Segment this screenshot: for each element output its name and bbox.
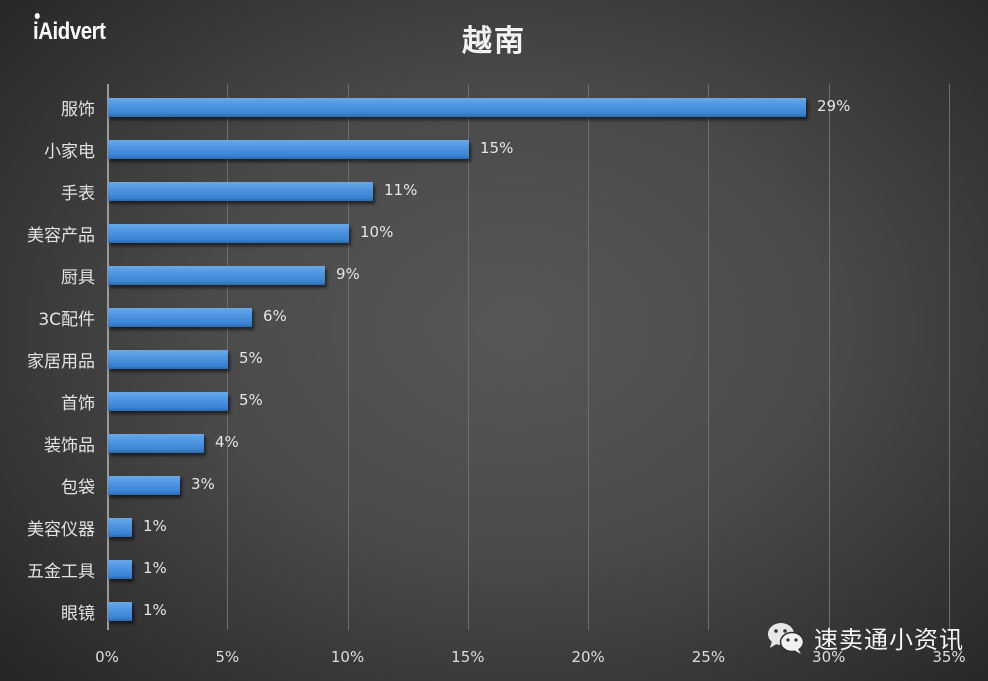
- wechat-icon: [768, 622, 805, 654]
- bar-row: 首饰 5%: [61, 378, 949, 420]
- category-label: 包袋: [61, 478, 95, 498]
- value-label: 9%: [336, 265, 360, 283]
- logo-text: Aidvert: [38, 18, 106, 45]
- bar-row: 美容产品 10%: [27, 210, 949, 252]
- category-label: 美容仪器: [27, 520, 95, 540]
- category-label: 手表: [61, 184, 95, 204]
- x-tick-label: 20%: [571, 648, 605, 666]
- plot-area: 服饰 29% 小家电 15% 手表 11% 美容产品 10% 厨具 9% 3C配件 6% 家居用品 5% 首…: [27, 84, 950, 630]
- value-label: 1%: [143, 601, 167, 619]
- bar: [108, 392, 228, 411]
- gridline: [588, 84, 589, 630]
- logo-prefix: i: [33, 13, 40, 45]
- x-tick-label: 5%: [215, 648, 240, 666]
- bar-row: 服饰 29%: [61, 84, 949, 126]
- bar: [108, 350, 228, 369]
- gridline: [949, 84, 950, 630]
- bar: [108, 434, 204, 453]
- x-tick-label: 15%: [451, 648, 485, 666]
- x-tick-label: 35%: [932, 648, 966, 666]
- bar: [108, 98, 806, 117]
- bar: [108, 140, 469, 159]
- category-label: 美容产品: [27, 226, 95, 246]
- value-label: 29%: [817, 97, 851, 115]
- value-label: 6%: [263, 307, 287, 325]
- value-label: 1%: [143, 517, 167, 535]
- bar: [108, 308, 252, 327]
- category-label: 五金工具: [27, 562, 95, 582]
- bar-row: 家居用品 5%: [27, 336, 949, 378]
- watermark: 速卖通小资讯: [766, 620, 964, 655]
- category-label: 家居用品: [27, 352, 95, 372]
- value-label: 5%: [239, 349, 263, 367]
- gridline: [708, 84, 709, 630]
- value-label: 4%: [215, 433, 239, 451]
- x-tick-label: 30%: [812, 648, 846, 666]
- value-label: 10%: [360, 223, 394, 241]
- value-label: 3%: [191, 475, 215, 493]
- x-tick-label: 0%: [95, 648, 119, 666]
- x-tick-label: 10%: [330, 648, 365, 666]
- bar-row: 美容仪器 1%: [27, 504, 949, 546]
- gridline: [468, 84, 469, 630]
- bar: [108, 560, 132, 579]
- bar: [108, 182, 373, 201]
- category-label: 服饰: [61, 100, 95, 120]
- bar-row: 小家电 15%: [44, 126, 949, 168]
- bar: [108, 224, 349, 243]
- aidvert-logo: iAidvert: [33, 13, 106, 46]
- gridline: [829, 84, 830, 630]
- category-label: 小家电: [44, 142, 95, 162]
- category-label: 装饰品: [44, 436, 95, 456]
- bar-row: 包袋 3%: [61, 462, 949, 504]
- bar-row: 厨具 9%: [61, 252, 949, 294]
- bar-row: 手表 11%: [61, 168, 949, 210]
- watermark-text: 速卖通小资讯: [814, 626, 964, 654]
- gridline: [348, 84, 349, 630]
- category-label: 厨具: [61, 268, 95, 288]
- x-tick-label: 25%: [691, 648, 726, 666]
- value-label: 11%: [384, 181, 418, 199]
- value-label: 5%: [239, 391, 263, 409]
- bar: [108, 602, 132, 621]
- category-label: 首饰: [61, 394, 95, 414]
- bar-row: 装饰品 4%: [44, 420, 949, 462]
- category-label: 3C配件: [38, 310, 95, 330]
- chart-title: 越南: [462, 24, 526, 59]
- bar: [108, 476, 180, 495]
- bar-row: 五金工具 1%: [27, 546, 949, 588]
- value-label: 1%: [143, 559, 167, 577]
- bar-row: 3C配件 6%: [38, 294, 949, 336]
- bar: [108, 518, 132, 537]
- value-label: 15%: [480, 139, 514, 157]
- bar: [108, 266, 325, 285]
- category-label: 眼镜: [61, 604, 95, 624]
- bar-row: 眼镜 1%: [61, 588, 949, 630]
